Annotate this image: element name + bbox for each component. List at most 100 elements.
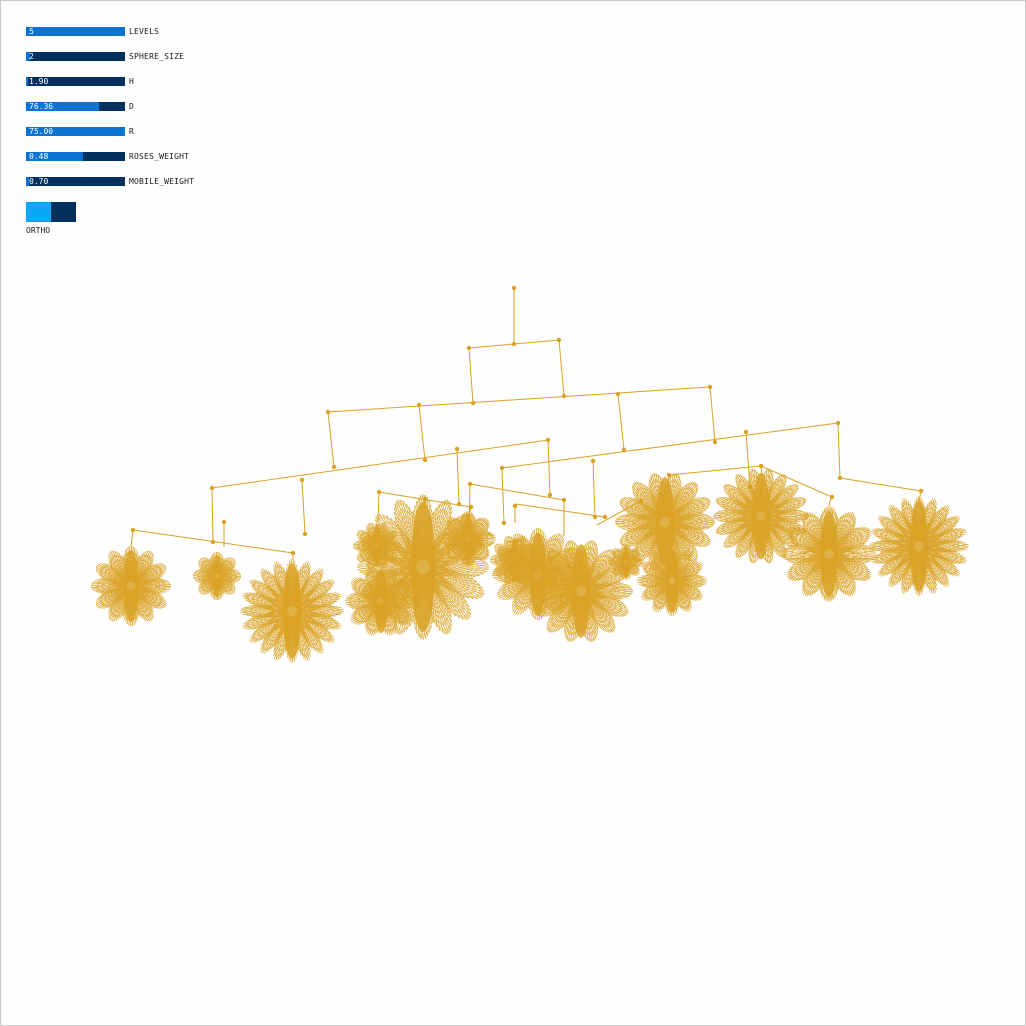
- mobile-joint: [592, 514, 598, 520]
- mobile-joint: [829, 494, 835, 500]
- rose-core: [123, 550, 139, 622]
- slider-track[interactable]: 2: [26, 51, 125, 61]
- mobile-joint: [758, 463, 764, 469]
- mobile-joint: [302, 531, 308, 537]
- slider-track[interactable]: 76.36: [26, 101, 125, 111]
- mobile-joint: [467, 481, 473, 487]
- slider-fill: [26, 51, 30, 61]
- slider-r[interactable]: 75.00 R: [26, 124, 134, 138]
- toggle-on-indicator: [26, 202, 51, 222]
- mobile-string: [469, 483, 565, 501]
- slider-fill: [26, 151, 84, 161]
- mobile-string: [377, 491, 380, 522]
- slider-h[interactable]: 1.90 H: [26, 74, 134, 88]
- rose-core: [752, 472, 770, 560]
- ortho-toggle[interactable]: [26, 202, 76, 222]
- mobile-string: [547, 439, 551, 496]
- rose-core: [462, 513, 474, 565]
- rose-core: [820, 510, 838, 598]
- slider-value: 76.36: [29, 101, 54, 111]
- mobile-joint: [422, 457, 428, 463]
- slider-label: SPHERE_SIZE: [129, 51, 185, 61]
- mobile-string: [837, 422, 841, 479]
- slider-roses-weight[interactable]: 0.48 ROSES_WEIGHT: [26, 149, 189, 163]
- mobile-string: [301, 479, 306, 535]
- slider-fill: [26, 26, 125, 36]
- mobile-joint: [331, 464, 337, 470]
- slider-value: 0.70: [29, 176, 49, 186]
- mobile-joint: [512, 503, 518, 509]
- slider-value: 0.48: [29, 151, 49, 161]
- mobile-joint: [666, 472, 672, 478]
- mobile-string: [592, 460, 596, 518]
- mobile-joint: [501, 520, 507, 526]
- mobile-joint: [590, 458, 596, 464]
- rose-core: [212, 554, 222, 598]
- slider-track[interactable]: 0.48: [26, 151, 125, 161]
- rose-core: [665, 549, 679, 613]
- mobile-joint: [547, 492, 553, 498]
- slider-label: MOBILE_WEIGHT: [129, 176, 195, 186]
- mobile-string: [211, 439, 549, 489]
- mobile-joint: [470, 400, 476, 406]
- slider-track[interactable]: 75.00: [26, 126, 125, 136]
- slider-fill: [26, 176, 29, 186]
- mobile-string: [617, 393, 625, 451]
- mobile-joint: [561, 497, 567, 503]
- rose-core: [656, 477, 674, 567]
- mobile-joint: [210, 539, 216, 545]
- mobile-string: [839, 477, 922, 492]
- mobile-string: [501, 467, 505, 524]
- rose-core: [622, 545, 630, 579]
- slider-label: LEVELS: [129, 26, 160, 36]
- mobile-joint: [545, 437, 551, 443]
- slider-label: R: [129, 126, 135, 136]
- slider-label: H: [129, 76, 135, 86]
- slider-track[interactable]: 5: [26, 26, 125, 36]
- slider-sphere-size[interactable]: 2 SPHERE_SIZE: [26, 49, 184, 63]
- slider-label: ROSES_WEIGHT: [129, 151, 190, 161]
- mobile-joint: [466, 345, 472, 351]
- mobile-joint: [499, 465, 505, 471]
- rose-core: [571, 544, 591, 638]
- mobile-joint: [416, 402, 422, 408]
- mobile-joint: [707, 384, 713, 390]
- slider-mobile-weight[interactable]: 0.70 MOBILE_WEIGHT: [26, 174, 194, 188]
- ortho-label: ORTHO: [26, 226, 51, 235]
- rose-core: [411, 501, 435, 633]
- rose-core: [282, 564, 302, 658]
- slider-label: D: [129, 101, 135, 111]
- mobile-joint: [209, 485, 215, 491]
- mobile-joint: [743, 429, 749, 435]
- mobile-joint: [511, 285, 517, 291]
- mobile-string: [668, 465, 762, 476]
- slider-value: 1.90: [29, 76, 49, 86]
- mobile-string: [130, 529, 134, 547]
- slider-value: 2: [29, 51, 34, 61]
- slider-track[interactable]: 0.70: [26, 176, 125, 186]
- slider-d[interactable]: 76.36 D: [26, 99, 134, 113]
- mobile-joint: [615, 391, 621, 397]
- mobile-joint: [456, 501, 462, 507]
- mobile-joint: [221, 519, 227, 525]
- mobile-joint: [454, 446, 460, 452]
- mobile-joint: [918, 488, 924, 494]
- mobile-joint: [837, 475, 843, 481]
- mobile-string: [709, 386, 716, 443]
- slider-value: 75.00: [29, 126, 54, 136]
- mobile-joint: [602, 514, 608, 520]
- mobile-joint: [468, 504, 474, 510]
- mobile-string: [760, 465, 833, 498]
- mobile-joint: [511, 341, 517, 347]
- mobile-joint: [556, 337, 562, 343]
- mobile-string: [327, 386, 711, 413]
- mobile-string: [515, 503, 606, 518]
- mobile-joint: [561, 393, 567, 399]
- slider-levels[interactable]: 5 LEVELS: [26, 24, 159, 38]
- slider-track[interactable]: 1.90: [26, 76, 125, 86]
- mobile-joint: [712, 439, 718, 445]
- mobile-string: [211, 487, 214, 543]
- mobile-joint: [325, 409, 331, 415]
- rose-core: [910, 501, 928, 591]
